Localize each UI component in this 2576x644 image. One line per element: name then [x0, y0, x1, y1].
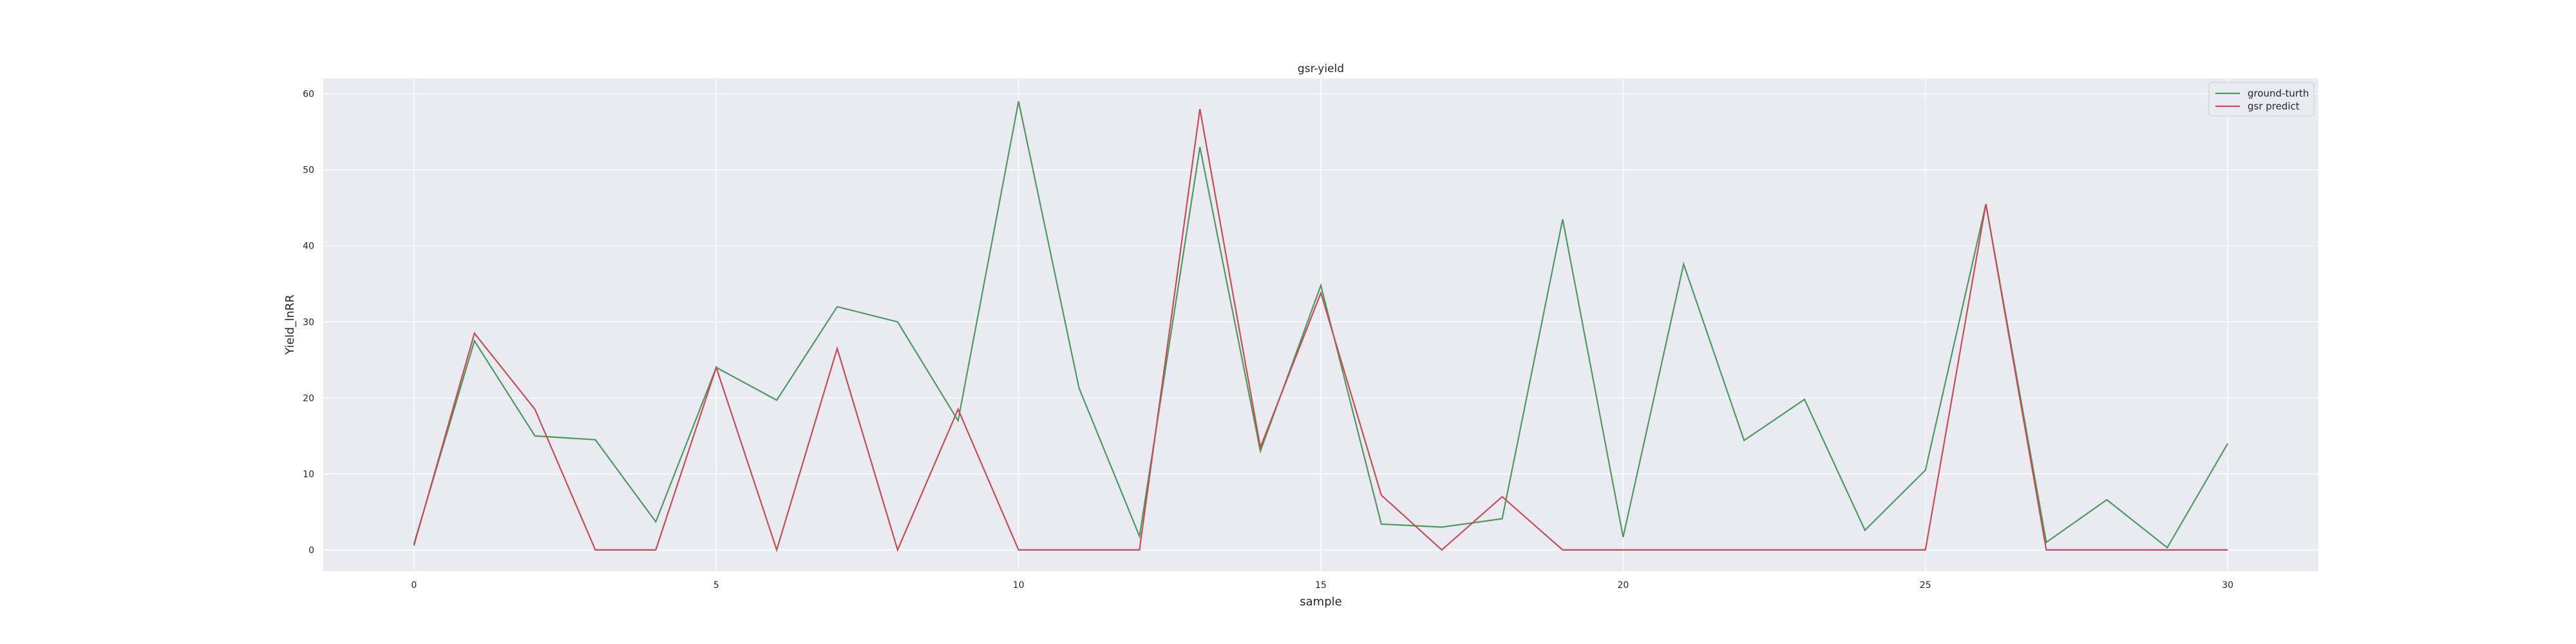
legend-label: gsr predict — [2248, 100, 2300, 112]
y-tick-label: 30 — [303, 317, 314, 328]
x-tick-label: 25 — [1920, 580, 1931, 591]
legend-box — [2208, 82, 2315, 117]
x-axis-label: sample — [1300, 595, 1341, 609]
y-tick-label: 10 — [303, 469, 314, 480]
y-tick-label: 60 — [303, 90, 314, 100]
y-tick-label: 0 — [308, 545, 314, 556]
x-tick-label: 20 — [1617, 580, 1629, 591]
x-tick-label: 15 — [1315, 580, 1327, 591]
x-tick-label: 10 — [1013, 580, 1025, 591]
y-tick-label: 40 — [303, 242, 314, 252]
series-line-2 — [413, 109, 2228, 553]
x-tick-label: 5 — [714, 580, 719, 591]
y-tick-label: 20 — [303, 393, 314, 404]
x-tick-label: 0 — [411, 580, 417, 591]
y-axis-ticks: 0 10 20 30 40 50 60 — [303, 90, 314, 556]
x-tick-label: 30 — [2222, 580, 2233, 591]
y-axis-label: Yield_lnRR — [283, 294, 297, 355]
legend-label: ground-turth — [2248, 88, 2309, 99]
series-group — [413, 101, 2229, 553]
x-axis-ticks: 0 5 10 15 20 25 30 — [411, 580, 2233, 591]
chart-title: gsr-yield — [1298, 62, 1344, 75]
y-tick-label: 50 — [303, 166, 314, 176]
